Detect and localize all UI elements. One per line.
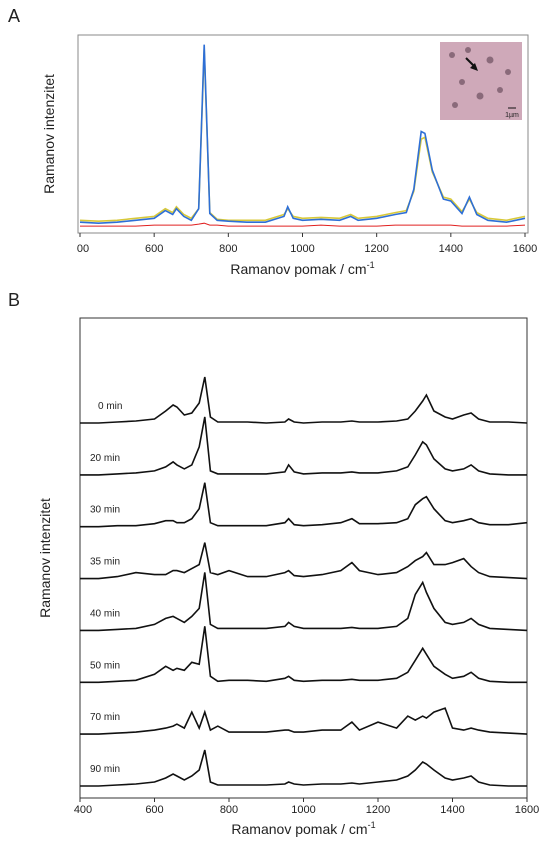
x-tick-label: 1600 [513, 243, 537, 255]
x-axis-label-main: Ramanov pomak / cm [231, 821, 367, 837]
spectrum [80, 222, 526, 227]
inset-dot [452, 102, 458, 108]
x-axis-label-main: Ramanov pomak / cm [230, 261, 366, 277]
y-axis-label: Ramanov intenzitet [41, 74, 57, 194]
spectrum [79, 49, 526, 223]
x-tick-label: 800 [219, 243, 237, 255]
plot-frame [79, 317, 528, 799]
series-label: 70 min [90, 712, 120, 723]
spectrum [80, 482, 528, 528]
scale-label: 1µm [505, 112, 519, 119]
x-axis-label: Ramanov pomak / cm-1 [231, 820, 375, 837]
spectrum [80, 626, 527, 684]
inset-dot [476, 92, 484, 100]
x-axis-label-superscript: -1 [367, 260, 375, 270]
spectrum [80, 572, 528, 632]
x-axis-label-superscript: -1 [368, 820, 376, 830]
series-label: 40 min [90, 608, 120, 619]
panel-label: A [8, 6, 20, 26]
series-label: 0 min [98, 401, 122, 412]
series-label: 90 min [90, 764, 120, 775]
series-label: 35 min [90, 557, 120, 568]
x-tick-label: 00 [77, 243, 89, 255]
x-tick-label: 1400 [440, 804, 464, 816]
spectrum [80, 707, 528, 735]
spectrum [80, 542, 528, 580]
inset-dot [465, 47, 471, 53]
inset-arrow-head [470, 63, 478, 71]
x-tick-label: 1000 [291, 804, 315, 816]
inset-dot [449, 52, 455, 58]
inset-dot [505, 69, 511, 75]
x-tick-label: 600 [145, 243, 163, 255]
panel-label: B [8, 290, 20, 310]
spectrum [80, 416, 527, 476]
spectrum [80, 376, 528, 424]
x-tick-label: 1600 [515, 804, 539, 816]
inset-dot [459, 79, 465, 85]
series-label: 50 min [90, 660, 120, 671]
spectrum [79, 44, 526, 225]
inset-dot [486, 56, 494, 64]
x-tick-label: 1200 [366, 804, 390, 816]
spectrum [80, 749, 527, 787]
x-tick-label: 1400 [439, 243, 463, 255]
x-axis-label: Ramanov pomak / cm-1 [230, 260, 374, 277]
x-tick-label: 400 [74, 804, 92, 816]
inset-photo: 1µm [440, 42, 522, 120]
x-tick-label: 600 [145, 804, 163, 816]
series-label: 20 min [90, 453, 120, 464]
y-axis-label: Ramanov intenzitet [37, 498, 53, 618]
x-tick-label: 1200 [364, 243, 388, 255]
x-tick-label: 1000 [290, 243, 314, 255]
series-label: 30 min [90, 505, 120, 516]
x-tick-label: 800 [220, 804, 238, 816]
inset-dot [497, 87, 503, 93]
